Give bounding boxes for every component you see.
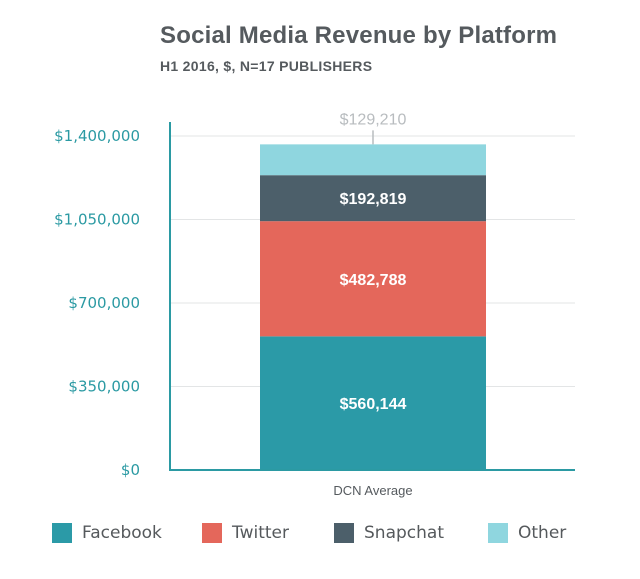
y-tick-label: $0 xyxy=(121,461,140,479)
legend-swatch-twitter xyxy=(202,523,222,543)
legend-label-snapchat: Snapchat xyxy=(364,523,444,543)
data-label-top: $129,210 xyxy=(340,111,407,128)
legend-label-twitter: Twitter xyxy=(232,523,289,543)
bar-segment-other xyxy=(260,144,486,176)
bar-segment-facebook xyxy=(260,336,486,470)
y-tick-label: $1,050,000 xyxy=(54,211,140,229)
chart-title: Social Media Revenue by Platform xyxy=(160,22,558,49)
legend-item-facebook: Facebook xyxy=(52,518,162,548)
y-tick-label: $1,400,000 xyxy=(54,127,140,145)
data-label: $560,144 xyxy=(340,396,407,413)
x-category-label: DCN Average xyxy=(333,483,412,498)
legend-item-other: Other xyxy=(488,518,566,548)
legend-swatch-facebook xyxy=(52,523,72,543)
data-label: $192,819 xyxy=(340,191,407,208)
stacked-bar-chart: $0 $350,000 $700,000 $1,050,000 $1,400,000 $5… xyxy=(54,111,575,498)
legend: Facebook Twitter Snapchat Other xyxy=(52,518,612,548)
y-tick-label: $350,000 xyxy=(68,378,140,396)
legend-label-other: Other xyxy=(518,523,567,543)
chart-subtitle: H1 2016, $, N=17 PUBLISHERS xyxy=(160,58,373,74)
legend-label-facebook: Facebook xyxy=(82,523,162,543)
data-label: $482,788 xyxy=(340,272,407,289)
legend-item-snapchat: Snapchat xyxy=(334,518,444,548)
bar-segment-twitter xyxy=(260,221,486,337)
y-tick-label: $700,000 xyxy=(68,294,140,312)
legend-swatch-other xyxy=(488,523,508,543)
legend-item-twitter: Twitter xyxy=(202,518,289,548)
bar-segment-snapchat xyxy=(260,175,486,222)
legend-swatch-snapchat xyxy=(334,523,354,543)
